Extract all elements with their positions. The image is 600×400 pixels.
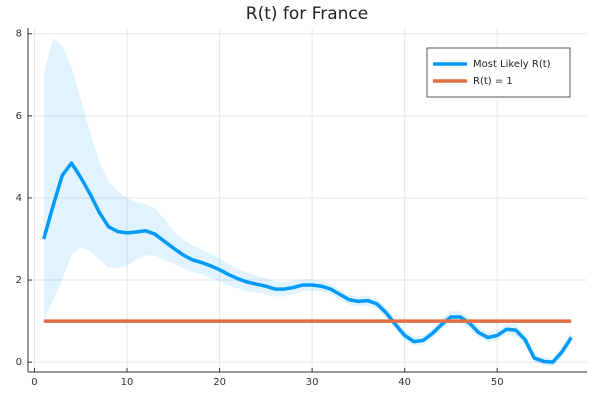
line-series (42, 161, 573, 364)
x-tick-label: 0 (31, 377, 37, 388)
x-tick-label: 50 (491, 377, 504, 388)
x-tick-label: 30 (306, 377, 319, 388)
legend-box (426, 47, 571, 98)
x-tick-label: 20 (213, 377, 226, 388)
y-tick-label: 4 (16, 193, 22, 204)
y-tick-label: 6 (16, 111, 22, 122)
legend-label: Most Likely R(t) (473, 59, 551, 70)
x-tick-label: 10 (121, 377, 134, 388)
y-tick-label: 0 (16, 357, 22, 368)
chart-title: R(t) for France (246, 4, 368, 24)
legend-label: R(t) = 1 (473, 76, 513, 87)
x-tick-label: 40 (398, 377, 411, 388)
y-tick-label: 8 (16, 29, 22, 40)
y-tick-label: 2 (16, 275, 22, 286)
